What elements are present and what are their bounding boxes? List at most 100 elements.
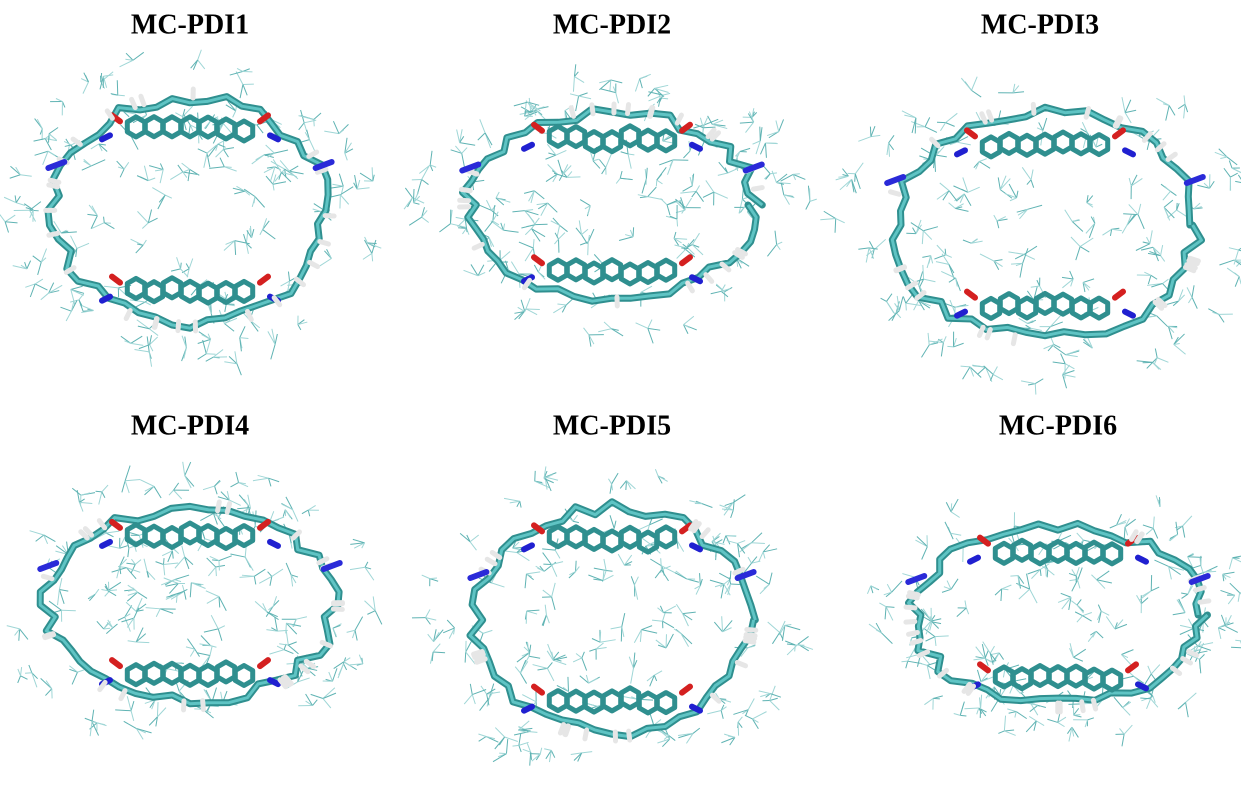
solvent-bond (470, 542, 476, 550)
solvent-bond (432, 652, 433, 661)
solvent-bond (275, 334, 277, 344)
solvent-bond (273, 184, 274, 190)
aromatic-ring (549, 126, 566, 146)
solvent-bond (1178, 601, 1185, 613)
solvent-bond (957, 142, 971, 145)
solvent-bond (188, 169, 190, 181)
solvent-bond (118, 617, 125, 620)
solvent-bond (104, 223, 114, 229)
solvent-bond (686, 198, 692, 208)
solvent-bond (1030, 589, 1037, 603)
solvent-bond (1031, 180, 1034, 188)
solvent-bond (525, 229, 531, 235)
solvent-bond (1053, 362, 1065, 364)
aromatic-ring (657, 693, 674, 713)
solvent-bond (254, 576, 255, 584)
solvent-bond (763, 166, 770, 174)
solvent-bond (1062, 277, 1073, 279)
solvent-bond (1098, 605, 1101, 612)
solvent-bond (375, 611, 382, 625)
solvent-bond (777, 242, 783, 245)
solvent-bond (161, 580, 174, 585)
solvent-bond (308, 505, 315, 510)
solvent-bond (628, 154, 634, 155)
solvent-bond (1173, 613, 1185, 615)
solvent-bond (1083, 279, 1094, 283)
solvent-bond (292, 509, 298, 521)
solvent-bond (528, 214, 535, 224)
solvent-bond (957, 608, 966, 617)
solvent-bond (634, 577, 638, 585)
solvent-bond (237, 68, 243, 71)
solvent-bond (106, 531, 119, 533)
solvent-bond (710, 580, 724, 584)
hydrogen-bond-stick (650, 108, 652, 117)
solvent-bond (323, 699, 331, 708)
solvent-bond (266, 145, 275, 153)
solvent-bond (500, 251, 510, 260)
solvent-bond (1219, 314, 1224, 322)
solvent-bond (1071, 601, 1077, 605)
solvent-bond (1017, 191, 1018, 198)
solvent-bond (1120, 728, 1125, 734)
solvent-bond (1077, 599, 1081, 605)
aromatic-ring (1018, 135, 1035, 155)
solvent-bond (329, 672, 333, 681)
hydrogen-bond-stick (979, 327, 983, 335)
solvent-bond (779, 119, 784, 131)
solvent-bond (887, 301, 894, 312)
solvent-bond (700, 579, 702, 586)
solvent-bond (465, 652, 466, 663)
solvent-bond (1165, 186, 1171, 191)
hydrogen-bond-stick (320, 241, 329, 244)
heteroatom-bond (102, 542, 110, 546)
solvent-bond (1007, 709, 1016, 712)
solvent-bond (979, 162, 990, 169)
solvent-bond (413, 203, 419, 205)
solvent-bond (18, 669, 21, 676)
solvent-bond (209, 167, 224, 169)
solvent-bond (760, 143, 765, 154)
solvent-bond (1101, 611, 1109, 615)
solvent-bond (177, 589, 187, 594)
solvent-bond (1229, 558, 1232, 569)
heteroatom-bond (112, 522, 120, 528)
solvent-bond (768, 622, 780, 632)
solvent-bond (652, 620, 662, 621)
solvent-bond (963, 240, 971, 243)
solvent-bond (105, 592, 109, 597)
solvent-bond (730, 571, 731, 579)
solvent-bond (134, 349, 149, 351)
solvent-bond (675, 573, 686, 579)
solvent-bond (206, 357, 213, 361)
solvent-bond (456, 217, 466, 219)
solvent-bond (913, 228, 916, 234)
aromatic-ring (585, 692, 602, 712)
solvent-bond (137, 244, 143, 245)
hydrogen-bond-stick (1168, 154, 1175, 159)
solvent-bond (520, 501, 521, 507)
aromatic-ring (181, 665, 198, 685)
hydrogen-bond-stick (628, 105, 629, 114)
solvent-bond (430, 151, 432, 165)
solvent-bond (589, 649, 596, 651)
solvent-bond (15, 195, 16, 202)
solvent-bond (582, 752, 592, 753)
solvent-bond (1125, 113, 1131, 123)
hydrogen-bond-stick (737, 662, 745, 665)
heteroatom-bond (692, 145, 700, 149)
solvent-bond (1028, 205, 1043, 209)
solvent-bond (700, 573, 701, 586)
solvent-bond (765, 143, 777, 144)
molecule (412, 466, 813, 765)
solvent-bond (513, 745, 519, 746)
solvent-bond (149, 329, 158, 336)
solvent-bond (1065, 364, 1074, 369)
solvent-bond (35, 151, 48, 155)
solvent-bond (323, 688, 335, 699)
solvent-bond (949, 278, 956, 282)
solvent-bond (257, 125, 263, 133)
solvent-bond (618, 554, 624, 565)
hydrogen-bond-stick (1190, 258, 1199, 261)
solvent-bond (610, 80, 611, 91)
